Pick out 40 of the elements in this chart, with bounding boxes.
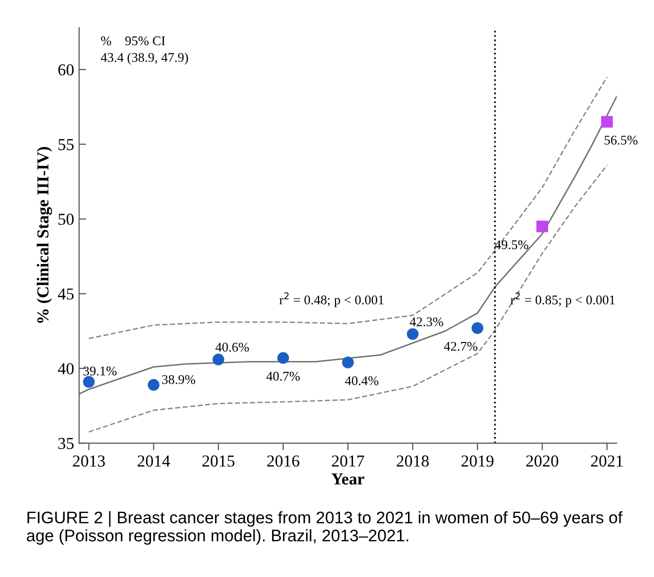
data-label: 40.7% [266,372,300,381]
point [212,354,224,366]
point [83,376,95,388]
point [148,379,160,391]
y-tick-label: 45 [58,288,74,300]
data-label: 42.3% [410,317,444,326]
data-label: 40.6% [215,342,249,352]
y-tick-label: 55 [58,139,74,150]
data-label: 56.5% [604,136,638,145]
x-tick-label: 2015 [202,455,234,467]
caption: FIGURE 2 | Breast cancer stages from 2013 to 2021 in women of 50–69 years of age (Poisson regression model). Brazil, 2013–2021. [26,511,622,545]
x-tick-label: 2017 [332,455,364,467]
point [601,116,613,128]
point [536,220,548,232]
data-label: 40.4% [345,376,378,386]
point [472,322,484,334]
x-tick-label: 2014 [138,455,170,467]
y-tick-label: 35 [58,438,74,450]
annotation: r$^{2}$ = 0.48; p < 0.001 [279,292,384,308]
x-tick-label: 2013 [72,455,105,467]
point [406,328,419,340]
point [277,352,290,364]
data-label: 38.9% [162,375,196,384]
data-label: 39.1% [84,366,117,376]
point [342,356,354,368]
x-tick-label: 2020 [526,455,558,467]
y-tick-label: 50 [58,214,74,225]
x-tick-label: 2018 [396,455,429,467]
annotation: r$^{2}$ = 0.85; p < 0.001 [510,292,615,308]
y-axis-title: % (Clinical Stage III-IV) [36,147,52,323]
annotation: % 95% CI [101,36,166,46]
data-label: 49.5% [494,240,528,250]
annotation: 43.4 (38.9, 47.9) [100,52,188,65]
x-axis-title: Year [332,473,364,485]
x-tick-label: 2016 [267,455,300,467]
y-tick-label: 40 [58,363,74,374]
data-label: 42.7% [444,342,478,351]
x-tick-label: 2019 [462,455,494,467]
x-tick-label: 2021 [591,455,623,467]
y-tick-label: 60 [58,64,74,76]
